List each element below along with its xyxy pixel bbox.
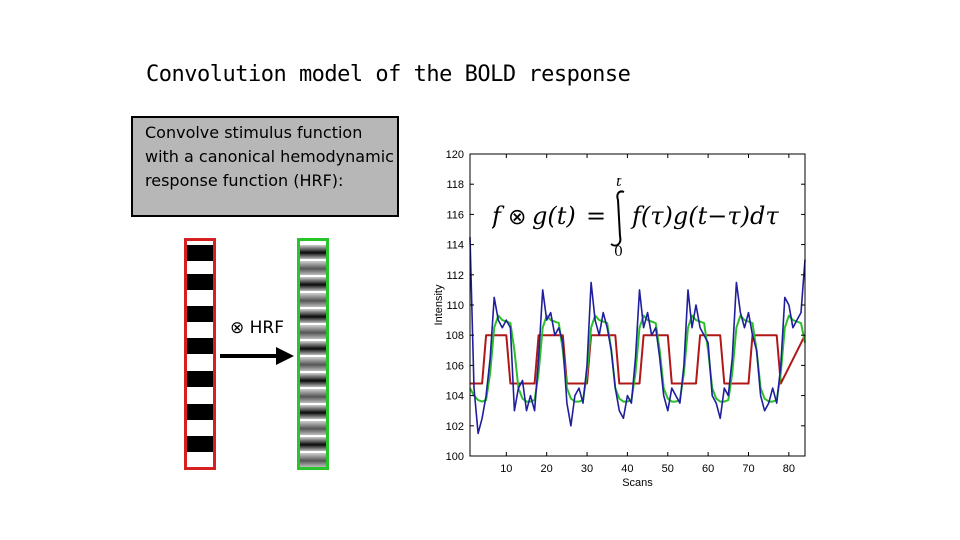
x-tick-label: 40 <box>621 463 633 475</box>
formula-op: ⊗ <box>508 205 526 230</box>
formula-lower-limit: 0 <box>614 244 623 258</box>
strip-band <box>300 293 326 307</box>
x-tick-label: 10 <box>500 463 512 475</box>
y-tick-label: 100 <box>446 451 464 463</box>
y-tick-label: 116 <box>446 209 464 221</box>
callout-text: Convolve stimulus function with a canoni… <box>145 121 395 193</box>
strip-band <box>300 309 326 323</box>
arrow-icon <box>220 346 294 366</box>
x-tick-label: 50 <box>662 463 674 475</box>
strip-band <box>300 453 326 467</box>
formula-integrand: f(τ)g(t−τ)dτ <box>630 202 779 230</box>
y-tick-label: 120 <box>446 149 464 161</box>
strip-block <box>187 404 213 420</box>
y-tick-label: 106 <box>446 360 464 372</box>
formula-f: f <box>492 202 505 230</box>
y-tick-label: 114 <box>446 240 464 252</box>
response-strip <box>297 238 329 470</box>
convolution-formula: f ⊗ g(t) = t 0 f(τ)g(t−τ)dτ <box>492 178 802 258</box>
x-tick-label: 70 <box>742 463 754 475</box>
strip-band <box>300 373 326 387</box>
stimulus-strip <box>184 238 216 470</box>
strip-band <box>300 437 326 451</box>
hrf-label: ⊗ HRF <box>230 318 284 338</box>
strip-band <box>300 245 326 259</box>
strip-band <box>300 325 326 339</box>
slide-title: Convolution model of the BOLD response <box>146 62 630 87</box>
strip-block <box>187 245 213 261</box>
y-tick-label: 102 <box>446 421 464 433</box>
integral-sign <box>611 191 624 245</box>
x-axis-label: Scans <box>622 477 653 489</box>
strip-band <box>300 357 326 371</box>
strip-band <box>300 261 326 275</box>
callout-box: Convolve stimulus function with a canoni… <box>131 116 399 217</box>
x-tick-label: 80 <box>783 463 795 475</box>
strip-block <box>187 371 213 387</box>
strip-band <box>300 405 326 419</box>
strip-band <box>300 341 326 355</box>
strip-band <box>300 389 326 403</box>
strip-band <box>300 421 326 435</box>
y-axis-label: Intensity <box>433 284 445 325</box>
x-tick-label: 30 <box>581 463 593 475</box>
strip-block <box>187 436 213 452</box>
strip-block <box>187 338 213 354</box>
strip-band <box>300 277 326 291</box>
y-tick-label: 112 <box>446 270 464 282</box>
y-tick-label: 110 <box>446 300 464 312</box>
y-tick-label: 118 <box>446 179 464 191</box>
y-tick-label: 108 <box>446 330 464 342</box>
formula-upper-limit: t <box>616 178 622 190</box>
x-tick-label: 20 <box>541 463 553 475</box>
formula-equals: = <box>586 202 606 230</box>
x-tick-label: 60 <box>702 463 714 475</box>
strip-block <box>187 274 213 290</box>
y-tick-label: 104 <box>446 391 464 403</box>
strip-block <box>187 306 213 322</box>
formula-g: g(t) <box>532 202 576 230</box>
